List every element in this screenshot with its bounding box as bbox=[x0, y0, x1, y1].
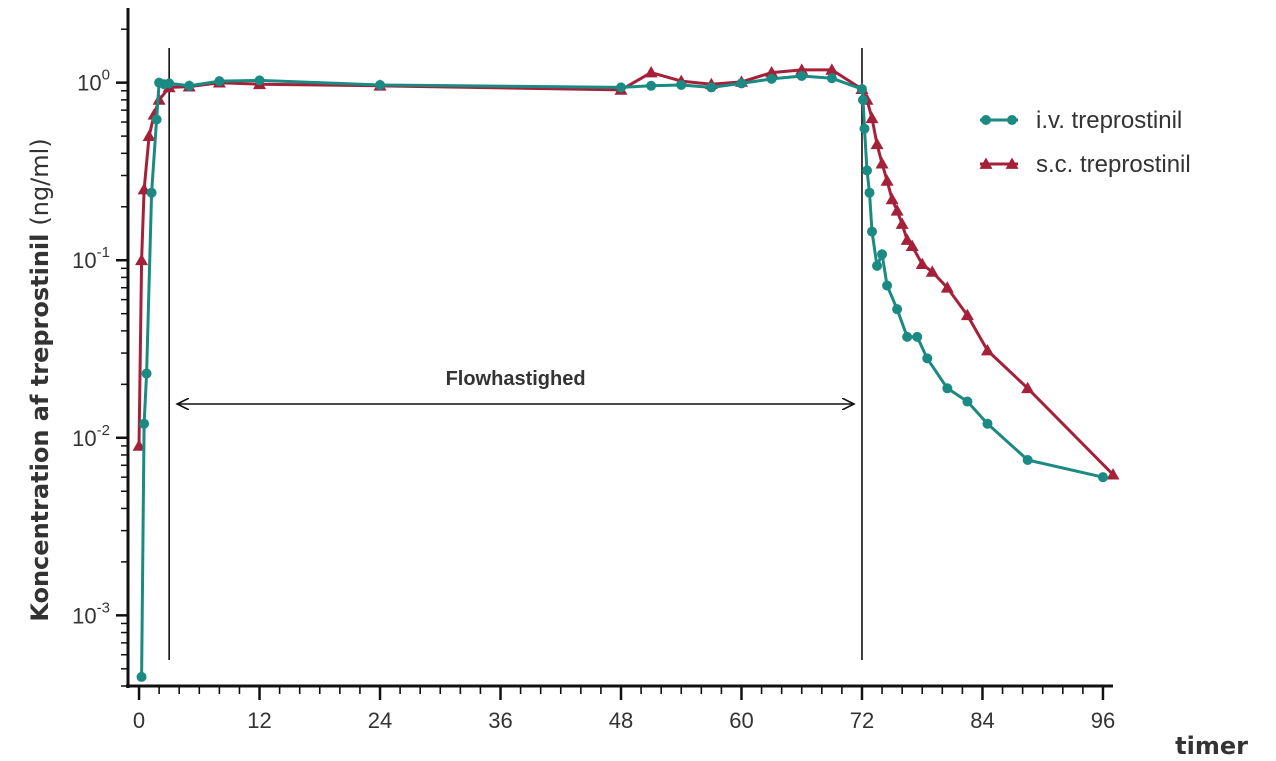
legend-label: s.c. treprostinil bbox=[1036, 151, 1191, 178]
series-iv bbox=[136, 71, 1108, 682]
data-point bbox=[892, 304, 903, 315]
x-tick-label: 84 bbox=[970, 708, 994, 733]
data-point bbox=[900, 233, 914, 245]
series-sc bbox=[132, 63, 1120, 480]
data-point bbox=[902, 331, 913, 342]
data-point bbox=[164, 78, 175, 89]
chart-axes: 0 12 24 36 48 60 72 84 96 10-3 10-2 10-1 100 bbox=[72, 8, 1115, 733]
y-axis-title: Koncentration af treprostinil (ng/ml) bbox=[26, 138, 54, 621]
data-point bbox=[135, 253, 149, 266]
x-tick-label: 12 bbox=[247, 708, 271, 733]
data-point bbox=[962, 396, 973, 407]
x-tick-label: 48 bbox=[609, 708, 633, 733]
y-axis-title-main: Koncentration af treprostinil bbox=[26, 234, 54, 622]
series-line bbox=[140, 74, 1104, 677]
data-point bbox=[136, 671, 147, 682]
data-point bbox=[875, 157, 889, 169]
y-tick-label: 10-1 bbox=[72, 244, 110, 273]
data-point bbox=[925, 265, 939, 277]
data-point bbox=[142, 129, 156, 141]
legend-marker bbox=[981, 115, 991, 125]
data-point bbox=[706, 82, 717, 93]
data-point bbox=[877, 249, 888, 260]
data-point bbox=[254, 75, 265, 86]
x-axis-title: timer bbox=[1175, 732, 1248, 760]
data-point bbox=[980, 344, 994, 356]
data-point bbox=[766, 73, 777, 84]
data-point bbox=[132, 439, 146, 451]
data-point bbox=[676, 80, 687, 91]
flow-rate-label: Flowhastighed bbox=[446, 368, 586, 390]
data-point bbox=[796, 71, 807, 82]
data-point bbox=[960, 308, 974, 321]
data-point bbox=[1106, 468, 1120, 480]
data-point bbox=[826, 73, 837, 84]
data-point bbox=[857, 94, 868, 105]
data-point bbox=[214, 76, 225, 87]
data-point bbox=[942, 383, 953, 394]
x-tick-label: 24 bbox=[368, 708, 392, 733]
legend-label: i.v. treprostinil bbox=[1036, 107, 1182, 134]
x-tick-label: 60 bbox=[729, 708, 753, 733]
infusion-period-lines bbox=[168, 48, 863, 660]
y-tick-label: 100 bbox=[77, 67, 110, 96]
data-point bbox=[880, 174, 894, 186]
data-point bbox=[895, 217, 909, 229]
legend-marker bbox=[1007, 115, 1017, 125]
data-point bbox=[915, 257, 929, 270]
x-tick-label: 0 bbox=[133, 708, 145, 733]
data-point bbox=[864, 187, 875, 198]
data-point bbox=[905, 239, 919, 252]
data-point bbox=[825, 63, 839, 75]
data-point bbox=[151, 114, 162, 125]
data-point bbox=[865, 111, 879, 124]
x-tick-label: 36 bbox=[488, 708, 512, 733]
data-point bbox=[862, 165, 872, 176]
data-point bbox=[982, 418, 993, 429]
data-point bbox=[375, 80, 386, 91]
legend-marker bbox=[1005, 157, 1019, 169]
legend-item-1: s.c. treprostinil bbox=[979, 151, 1191, 178]
data-point bbox=[646, 80, 657, 91]
data-point bbox=[765, 66, 779, 78]
data-point bbox=[940, 281, 954, 293]
legend-marker bbox=[979, 157, 993, 169]
data-point bbox=[870, 137, 884, 150]
data-point bbox=[890, 204, 904, 216]
data-point bbox=[795, 63, 809, 75]
data-point bbox=[882, 280, 893, 291]
data-point bbox=[912, 331, 923, 342]
data-point bbox=[141, 368, 152, 379]
x-tick-label: 72 bbox=[850, 708, 874, 733]
data-point bbox=[885, 192, 899, 205]
legend-item-0: i.v. treprostinil bbox=[980, 107, 1182, 134]
data-point bbox=[859, 123, 870, 134]
data-point bbox=[922, 353, 933, 364]
data-point bbox=[644, 66, 658, 78]
series-line bbox=[137, 68, 1115, 476]
data-point bbox=[736, 78, 747, 89]
chart-series bbox=[132, 63, 1120, 682]
data-point bbox=[616, 82, 626, 93]
y-tick-label: 10-3 bbox=[72, 599, 110, 628]
data-point bbox=[856, 84, 867, 95]
y-axis-title-unit: (ng/ml) bbox=[26, 138, 54, 225]
flow-rate-annotation: Flowhastighed bbox=[177, 368, 854, 404]
data-point bbox=[1021, 381, 1035, 394]
data-point bbox=[867, 226, 878, 237]
data-point bbox=[184, 80, 195, 91]
y-tick-label: 10-2 bbox=[72, 422, 110, 451]
data-point bbox=[139, 418, 150, 429]
chart-legend: i.v. treprostinil s.c. treprostinil bbox=[979, 107, 1191, 178]
x-tick-label: 96 bbox=[1091, 708, 1115, 733]
data-point bbox=[146, 187, 157, 198]
data-point bbox=[1097, 472, 1108, 483]
data-point bbox=[1022, 454, 1033, 465]
data-point bbox=[872, 260, 883, 271]
